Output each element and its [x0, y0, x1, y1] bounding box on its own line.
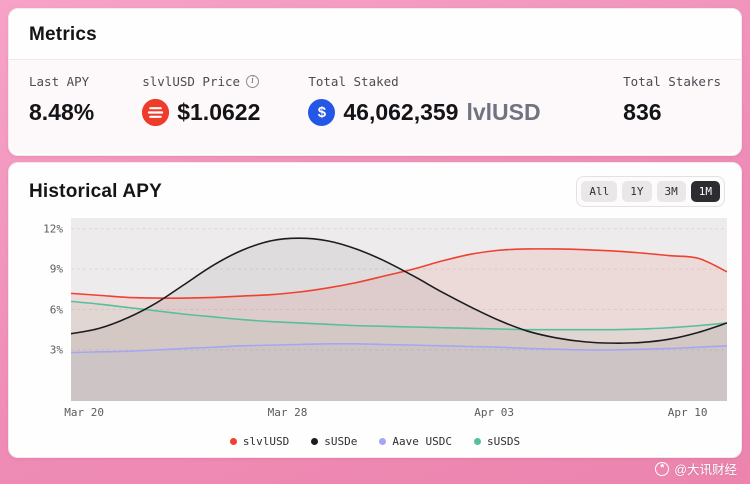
metrics-row: Last APY 8.48% slvlUSD Price i $1.0622	[9, 60, 741, 154]
last-apy-value: 8.48%	[29, 99, 95, 125]
slvlusd-price-label: slvlUSD Price	[142, 74, 241, 89]
historical-apy-card: Historical APY All 1Y 3M 1M 12% 9% 6% 3% Ma…	[8, 162, 742, 458]
chart-plot-area[interactable]	[71, 218, 727, 401]
legend-item-aave-usdc[interactable]: Aave USDC	[379, 435, 452, 448]
watermark-logo-icon: *	[655, 461, 670, 476]
metric-slvlusd-price: slvlUSD Price i $1.0622	[142, 74, 260, 126]
legend-label: slvlUSD	[242, 435, 290, 448]
total-stakers-value: 836	[623, 99, 662, 125]
time-range-selector: All 1Y 3M 1M	[576, 176, 725, 207]
y-axis-label: 9%	[49, 262, 63, 276]
legend-item-slvlusd[interactable]: slvlUSD	[229, 435, 290, 448]
apy-chart: 12% 9% 6% 3%	[9, 216, 741, 401]
legend-label: sUSDe	[324, 435, 358, 448]
range-1y-button[interactable]: 1Y	[622, 181, 652, 202]
metric-last-apy: Last APY 8.48%	[29, 74, 94, 126]
legend-dot	[473, 438, 481, 445]
total-stakers-label: Total Stakers	[623, 74, 721, 89]
legend-item-susds[interactable]: sUSDS	[473, 435, 521, 448]
legend-label: Aave USDC	[392, 435, 452, 448]
y-axis-labels: 12% 9% 6% 3%	[19, 218, 71, 401]
range-1m-button[interactable]: 1M	[690, 181, 720, 202]
x-axis-label: Apr 03	[474, 406, 514, 419]
total-staked-label: Total Staked	[308, 74, 399, 89]
y-axis-label: 12%	[43, 222, 63, 236]
x-axis-label: Mar 28	[267, 406, 308, 419]
metrics-card: Metrics Last APY 8.48% slvlUSD Price i	[8, 8, 742, 156]
range-3m-button[interactable]: 3M	[656, 181, 686, 202]
y-axis-label: 6%	[49, 303, 63, 316]
metric-total-staked: Total Staked $ 46,062,359 lvlUSD	[308, 74, 541, 126]
slvlusd-token-icon	[142, 99, 170, 126]
legend-dot	[379, 438, 387, 445]
range-all-button[interactable]: All	[581, 181, 618, 202]
legend-dot	[311, 438, 319, 445]
legend-label: sUSDS	[486, 435, 521, 448]
x-axis-label: Apr 10	[667, 406, 708, 419]
legend-item-susde[interactable]: sUSDe	[311, 435, 357, 448]
slvlusd-price-value: $1.0622	[177, 99, 261, 125]
chart-title: Historical APY	[29, 180, 163, 202]
info-icon[interactable]: i	[246, 75, 260, 88]
watermark-text: @大讯财经	[674, 463, 737, 477]
x-axis-labels: Mar 20 Mar 28 Apr 03 Apr 10	[64, 406, 727, 422]
metrics-title: Metrics	[9, 9, 741, 60]
lvlusd-dollar-icon: $	[308, 99, 336, 126]
apy-line-chart	[71, 228, 727, 401]
watermark: * @大讯财经	[655, 459, 737, 478]
metric-total-stakers: Total Stakers 836	[623, 74, 721, 126]
total-staked-unit: lvlUSD	[466, 99, 541, 125]
x-axis-label: Mar 20	[64, 406, 104, 419]
y-axis-label: 3%	[49, 343, 63, 357]
legend-dot	[229, 438, 237, 445]
last-apy-label: Last APY	[29, 74, 90, 89]
chart-legend: slvlUSD sUSDe Aave USDC sUSDS	[9, 435, 741, 448]
total-staked-value: 46,062,359	[343, 99, 459, 125]
